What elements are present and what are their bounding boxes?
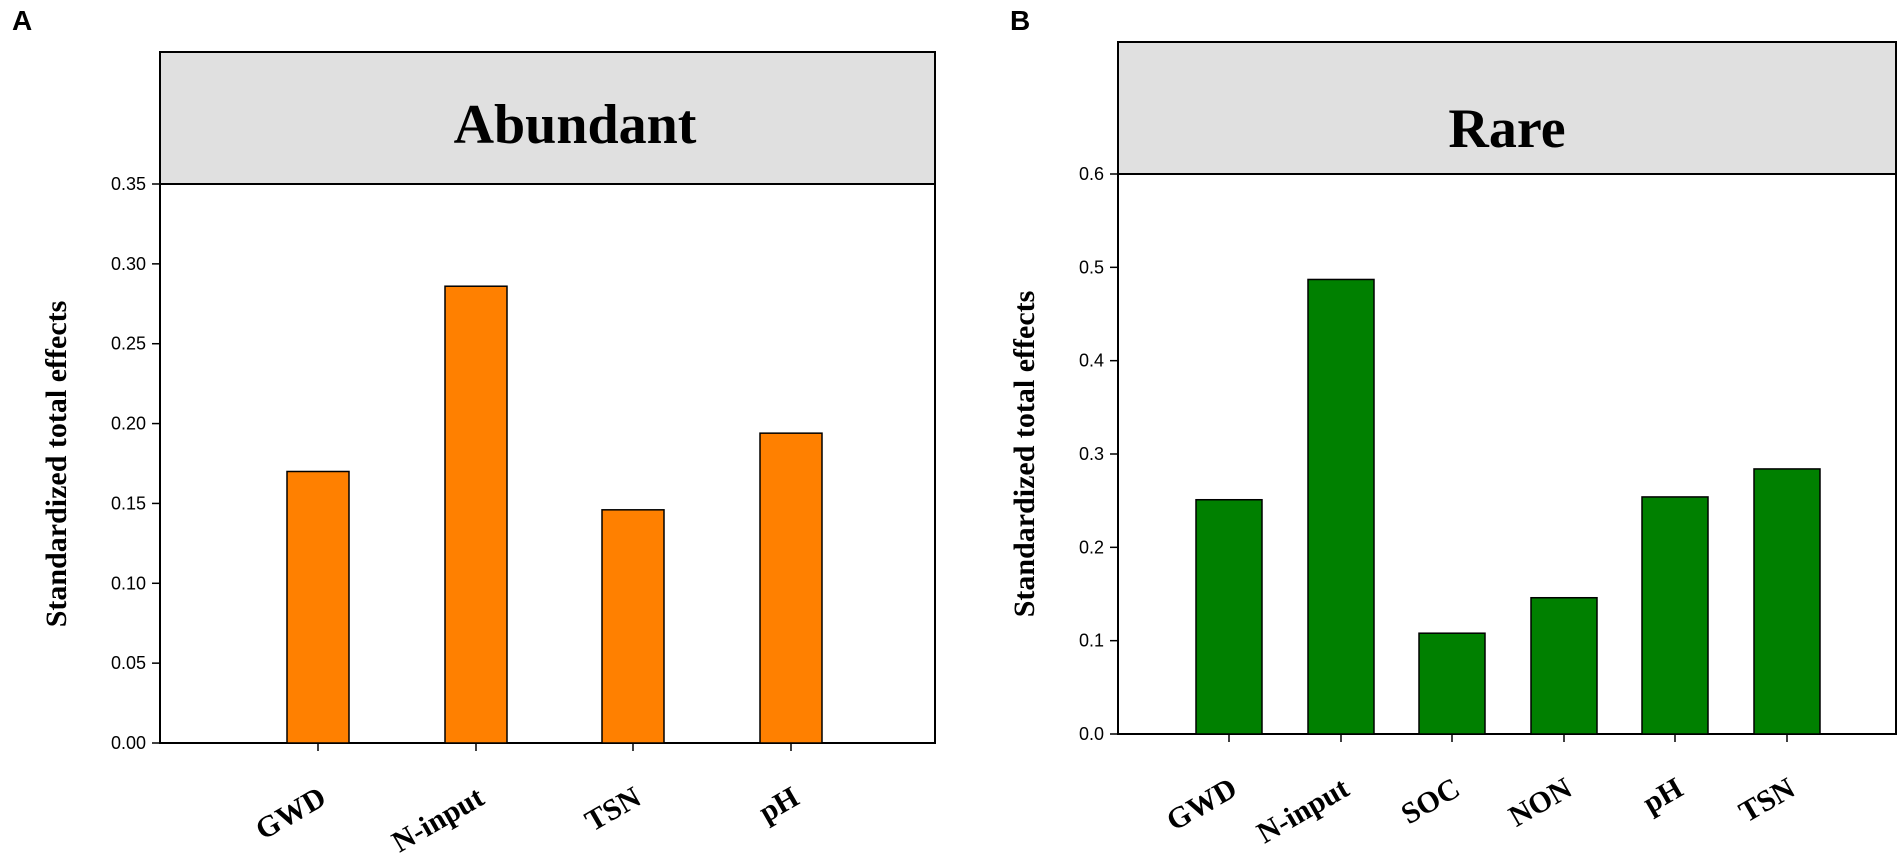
panel-a-x-axis: GWD N-input TSN pH bbox=[250, 743, 805, 854]
panel-b-x-axis: GWD N-input SOC NON pH TSN bbox=[1161, 734, 1801, 850]
panel-a: A Abundant 0.000.050.100.150.200.250.300… bbox=[12, 5, 936, 854]
y-tick-label: 0.25 bbox=[111, 334, 146, 354]
x-tick-label-ph: pH bbox=[1637, 771, 1688, 820]
x-tick-label-non: NON bbox=[1503, 771, 1578, 833]
bar-n-input bbox=[1307, 278, 1375, 735]
panel-a-y-axis: 0.00 0.05 0.10 0.15 0.20 0.25 0.30 0.35 bbox=[111, 174, 160, 753]
panel-b: B Rare 0.0 0.1 0.2 0.3 0.4 0.5 0.6 GWD N-input S… bbox=[1008, 5, 1897, 850]
y-tick-label: 0.3 bbox=[1079, 444, 1104, 464]
panel-b-frame bbox=[1117, 41, 1897, 735]
y-tick-label: 0.0 bbox=[1079, 724, 1104, 744]
y-tick-label: 0.05 bbox=[111, 653, 146, 673]
y-tick-label: 0.2 bbox=[1079, 537, 1104, 557]
panel-a-letter: A bbox=[12, 5, 32, 36]
y-tick-label: 0.10 bbox=[111, 573, 146, 593]
x-tick-label-gwd: GWD bbox=[250, 780, 331, 846]
panel-a-bars bbox=[286, 285, 823, 744]
x-tick-label-tsn: TSN bbox=[579, 780, 646, 838]
x-tick-label-n-input: N-input bbox=[386, 780, 489, 854]
y-tick-label: 0.5 bbox=[1079, 257, 1104, 277]
bar-n-input bbox=[444, 285, 508, 744]
panel-b-letter: B bbox=[1010, 5, 1030, 36]
x-tick-label-ph: pH bbox=[753, 780, 804, 829]
x-tick-label-tsn: TSN bbox=[1733, 771, 1800, 829]
y-tick-label: 0.4 bbox=[1079, 351, 1104, 371]
bar-ph bbox=[1641, 496, 1709, 735]
y-tick-label: 0.15 bbox=[111, 493, 146, 513]
y-tick-label: 0.20 bbox=[111, 414, 146, 434]
bar-non bbox=[1530, 596, 1598, 735]
y-tick-label: 0.6 bbox=[1079, 164, 1104, 184]
panel-a-y-axis-label: Standardized total effects bbox=[40, 301, 73, 628]
panel-b-y-axis-label: Standardized total effects bbox=[1008, 291, 1041, 618]
y-tick-label: 0.1 bbox=[1079, 631, 1104, 651]
panel-b-bars bbox=[1195, 278, 1821, 735]
y-tick-label: 0.35 bbox=[111, 174, 146, 194]
panel-b-title: Rare bbox=[1448, 98, 1565, 160]
panel-b-y-axis: 0.0 0.1 0.2 0.3 0.4 0.5 0.6 bbox=[1079, 164, 1118, 744]
panel-a-frame bbox=[159, 51, 936, 744]
bar-tsn bbox=[601, 509, 665, 744]
bar-soc bbox=[1418, 632, 1486, 735]
panel-a-title: Abundant bbox=[454, 94, 697, 156]
x-tick-label-n-input: N-input bbox=[1251, 771, 1354, 850]
panel-b-title-band bbox=[1118, 42, 1896, 174]
bar-tsn bbox=[1753, 468, 1821, 735]
y-tick-label: 0.00 bbox=[111, 733, 146, 753]
bar-gwd bbox=[286, 470, 350, 744]
bar-ph bbox=[759, 432, 823, 744]
y-tick-label: 0.30 bbox=[111, 254, 146, 274]
x-tick-label-gwd: GWD bbox=[1161, 771, 1242, 837]
x-tick-label-soc: SOC bbox=[1396, 771, 1466, 830]
panel-a-title-band bbox=[160, 52, 935, 184]
bar-gwd bbox=[1195, 498, 1263, 735]
